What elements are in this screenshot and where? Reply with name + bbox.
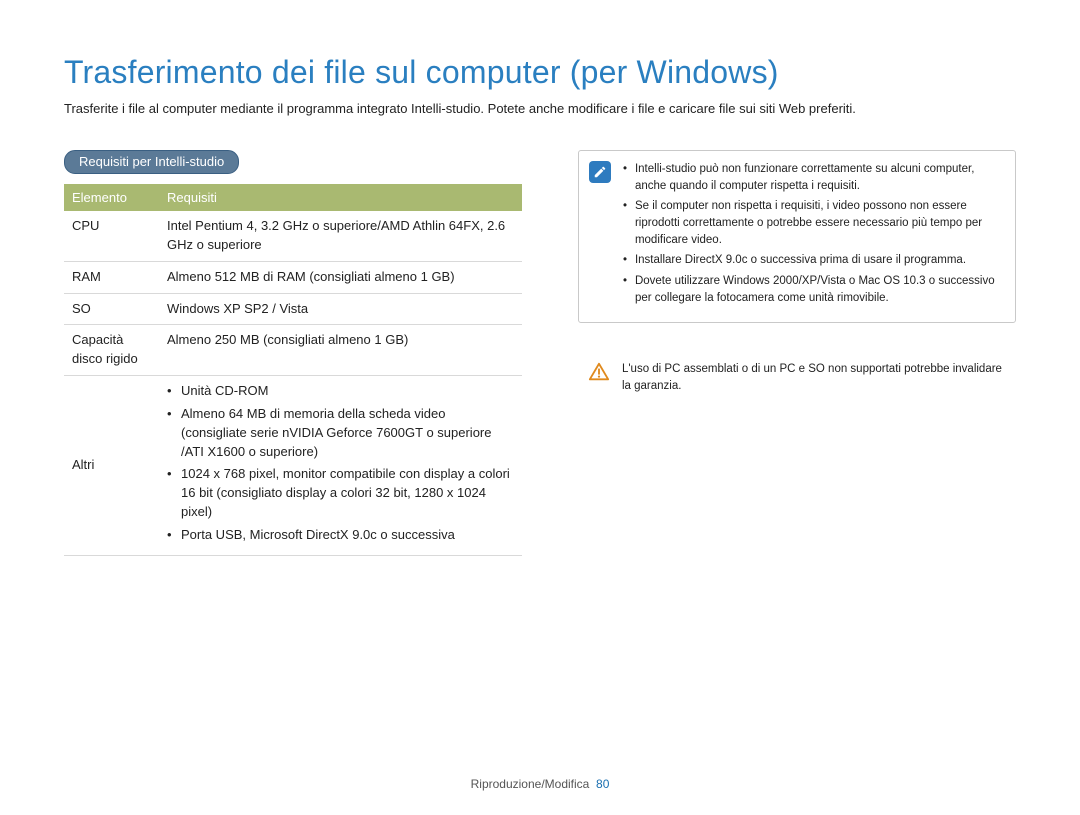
requirements-table: Elemento Requisiti CPU Intel Pentium 4, …	[64, 184, 522, 556]
list-item: Almeno 64 MB di memoria della scheda vid…	[167, 405, 514, 462]
warning-text: L'uso di PC assemblati o di un PC e SO n…	[622, 361, 1002, 394]
cell-value: Intel Pentium 4, 3.2 GHz o superiore/AMD…	[159, 211, 522, 261]
section-pill: Requisiti per Intelli-studio	[64, 150, 239, 174]
table-row: Capacità disco rigido Almeno 250 MB (con…	[64, 325, 522, 376]
list-item: Dovete utilizzare Windows 2000/XP/Vista …	[623, 273, 1001, 306]
cell-label: Capacità disco rigido	[64, 325, 159, 376]
cell-value: Almeno 250 MB (consigliati almeno 1 GB)	[159, 325, 522, 376]
table-header-row: Elemento Requisiti	[64, 184, 522, 211]
table-row: Altri Unità CD-ROM Almeno 64 MB di memor…	[64, 376, 522, 556]
col-header-element: Elemento	[64, 184, 159, 211]
table-row: SO Windows XP SP2 / Vista	[64, 293, 522, 325]
list-item: 1024 x 768 pixel, monitor compatibile co…	[167, 465, 514, 522]
footer-section: Riproduzione/Modifica	[471, 777, 590, 791]
table-row: CPU Intel Pentium 4, 3.2 GHz o superiore…	[64, 211, 522, 261]
other-list: Unità CD-ROM Almeno 64 MB di memoria del…	[167, 382, 514, 545]
list-item: Intelli-studio può non funzionare corret…	[623, 161, 1001, 194]
two-column-layout: Requisiti per Intelli-studio Elemento Re…	[64, 150, 1016, 556]
table-row: RAM Almeno 512 MB di RAM (consigliati al…	[64, 261, 522, 293]
cell-label: CPU	[64, 211, 159, 261]
info-icon	[589, 161, 611, 183]
page-footer: Riproduzione/Modifica 80	[0, 777, 1080, 791]
list-item: Installare DirectX 9.0c o successiva pri…	[623, 252, 1001, 269]
cell-value: Windows XP SP2 / Vista	[159, 293, 522, 325]
triangle-exclaim-icon	[588, 360, 610, 384]
list-item: Porta USB, Microsoft DirectX 9.0c o succ…	[167, 526, 514, 545]
list-item: Unità CD-ROM	[167, 382, 514, 401]
cell-label: RAM	[64, 261, 159, 293]
info-note-box: Intelli-studio può non funzionare corret…	[578, 150, 1016, 323]
footer-page-number: 80	[596, 777, 609, 791]
cell-value: Almeno 512 MB di RAM (consigliati almeno…	[159, 261, 522, 293]
cell-label: Altri	[64, 376, 159, 556]
left-column: Requisiti per Intelli-studio Elemento Re…	[64, 150, 522, 556]
warning-icon	[588, 361, 610, 383]
cell-value: Unità CD-ROM Almeno 64 MB di memoria del…	[159, 376, 522, 556]
col-header-requirement: Requisiti	[159, 184, 522, 211]
pencil-icon	[593, 165, 607, 179]
info-list: Intelli-studio può non funzionare corret…	[623, 161, 1001, 306]
page: Trasferimento dei file sul computer (per…	[0, 0, 1080, 815]
right-column: Intelli-studio può non funzionare corret…	[578, 150, 1016, 556]
page-title: Trasferimento dei file sul computer (per…	[64, 54, 1016, 91]
cell-label: SO	[64, 293, 159, 325]
list-item: Se il computer non rispetta i requisiti,…	[623, 198, 1001, 248]
intro-text: Trasferite i file al computer mediante i…	[64, 101, 1016, 116]
warning-note-box: L'uso di PC assemblati o di un PC e SO n…	[578, 351, 1016, 406]
